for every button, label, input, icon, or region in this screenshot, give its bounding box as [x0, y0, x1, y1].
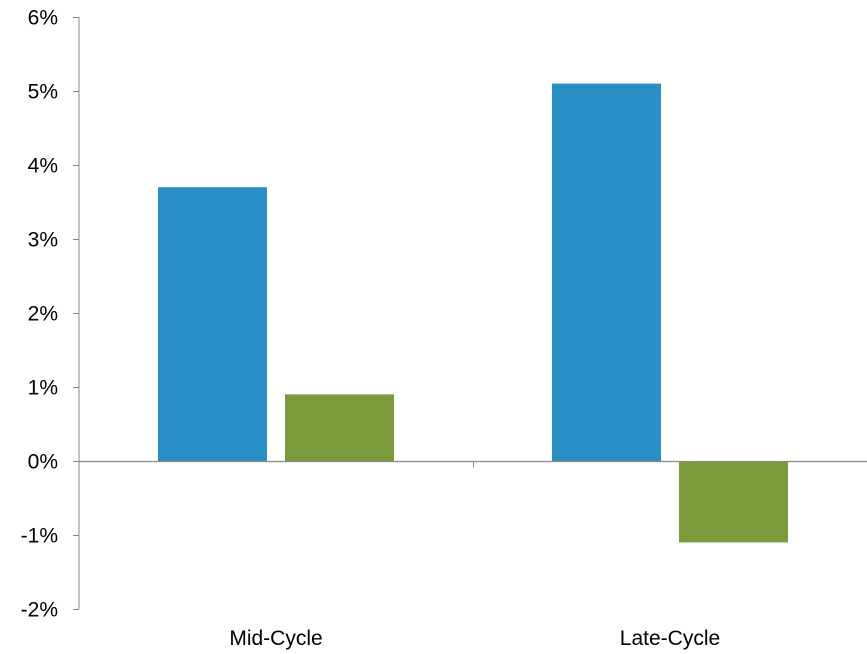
- bars-layer: [158, 83, 788, 543]
- bar-mid-cycle-series-2: [285, 394, 394, 461]
- y-tick-label: 5%: [28, 81, 58, 104]
- y-tick-label: 6%: [28, 7, 58, 30]
- x-tick-label: Late-Cycle: [620, 627, 720, 650]
- axes-layer: [73, 17, 867, 610]
- y-tick-label: 1%: [28, 377, 58, 400]
- y-tick-label: 4%: [28, 155, 58, 178]
- y-tick-label: -1%: [21, 525, 58, 548]
- y-tick-label: 2%: [28, 303, 58, 326]
- bar-late-cycle-series-2: [679, 461, 788, 543]
- y-tick-label: 0%: [28, 451, 58, 474]
- y-tick-label: 3%: [28, 229, 58, 252]
- y-tick-label: -2%: [21, 599, 58, 622]
- x-tick-label: Mid-Cycle: [229, 627, 322, 650]
- bar-mid-cycle-series-1: [158, 187, 267, 461]
- bar-late-cycle-series-1: [552, 83, 661, 461]
- labels-layer: -2% -1% 0% 1% 2% 3% 4% 5% 6% Mid-Cycle Late-Cycle: [21, 7, 721, 651]
